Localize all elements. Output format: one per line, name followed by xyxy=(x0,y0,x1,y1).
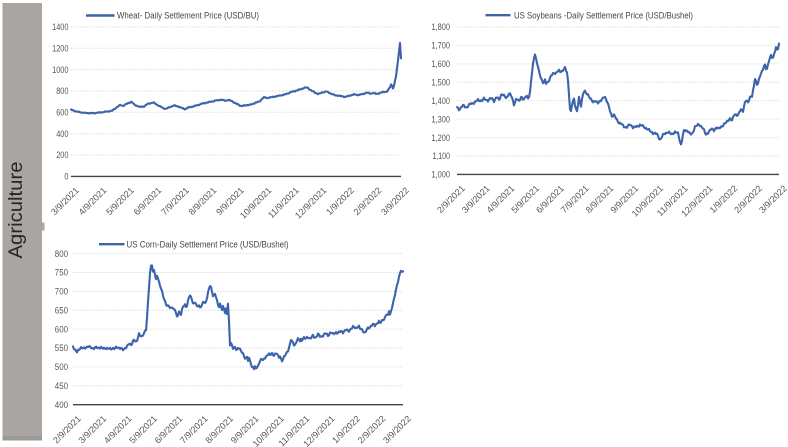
svg-text:650: 650 xyxy=(55,306,68,316)
svg-text:1,200: 1,200 xyxy=(432,133,451,143)
svg-text:1,800: 1,800 xyxy=(432,22,451,32)
svg-text:750: 750 xyxy=(55,268,68,278)
svg-text:400: 400 xyxy=(55,400,68,410)
svg-text:200: 200 xyxy=(56,150,68,160)
svg-text:500: 500 xyxy=(55,362,68,372)
svg-text:550: 550 xyxy=(55,343,68,353)
svg-text:1200: 1200 xyxy=(52,44,68,54)
svg-text:1,000: 1,000 xyxy=(432,170,451,180)
svg-text:600: 600 xyxy=(56,108,68,118)
svg-text:1,700: 1,700 xyxy=(432,41,451,51)
svg-text:0: 0 xyxy=(64,172,68,182)
svg-text:1,400: 1,400 xyxy=(432,96,451,106)
svg-text:US Corn-Daily Settlement Price: US Corn-Daily Settlement Price (USD/Bush… xyxy=(127,240,289,250)
svg-text:700: 700 xyxy=(55,287,68,297)
svg-text:1,600: 1,600 xyxy=(432,59,451,69)
svg-text:US Soybeans -Daily Settlement: US Soybeans -Daily Settlement Price (USD… xyxy=(514,10,693,20)
svg-text:600: 600 xyxy=(55,324,68,334)
svg-text:Wheat- Daily Settlement Price: Wheat- Daily Settlement Price (USD/BU) xyxy=(117,11,259,21)
svg-text:800: 800 xyxy=(55,249,68,259)
svg-text:1,500: 1,500 xyxy=(432,78,451,88)
svg-text:400: 400 xyxy=(56,129,68,139)
svg-text:800: 800 xyxy=(56,86,68,96)
svg-text:1,300: 1,300 xyxy=(432,114,451,124)
svg-text:450: 450 xyxy=(55,381,68,391)
svg-text:Agriculture: Agriculture xyxy=(6,162,27,259)
svg-text:1000: 1000 xyxy=(52,65,68,75)
svg-text:1400: 1400 xyxy=(52,22,68,32)
svg-text:1,100: 1,100 xyxy=(432,151,450,161)
